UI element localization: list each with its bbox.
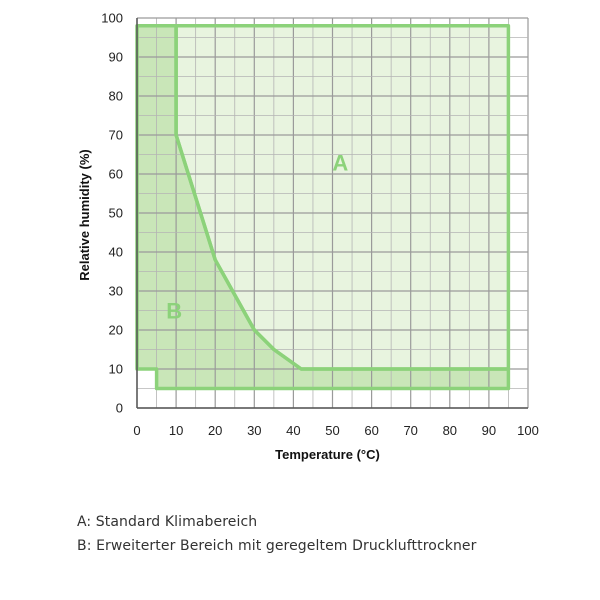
region-b-outline — [135, 24, 511, 391]
region-label-a: A — [332, 150, 348, 175]
region-label-b: B — [166, 299, 182, 324]
x-tick-label: 70 — [403, 423, 417, 438]
y-tick-label: 90 — [109, 50, 123, 65]
y-tick-label: 40 — [109, 245, 123, 260]
y-axis-label: Relative humidity (%) — [77, 149, 92, 280]
y-tick-label: 50 — [109, 206, 123, 221]
y-tick-label: 20 — [109, 323, 123, 338]
legend-item-a: A: Standard Klimabereich — [77, 514, 258, 530]
legend-item-b: B: Erweiterter Bereich mit geregeltem Dr… — [77, 538, 477, 554]
y-tick-label: 100 — [101, 11, 123, 26]
x-tick-label: 60 — [364, 423, 378, 438]
y-tick-label: 30 — [109, 284, 123, 299]
region-b-fill — [137, 25, 509, 389]
region-a-fill — [176, 25, 509, 370]
x-tick-label: 80 — [443, 423, 457, 438]
x-tick-label: 10 — [169, 423, 183, 438]
x-tick-label: 30 — [247, 423, 261, 438]
y-tick-label: 60 — [109, 167, 123, 182]
y-tick-label: 0 — [116, 401, 123, 416]
y-tick-label: 80 — [109, 89, 123, 104]
y-tick-label: 10 — [109, 362, 123, 377]
x-tick-label: 0 — [133, 423, 140, 438]
x-tick-label: 90 — [482, 423, 496, 438]
x-axis-label: Temperature (°C) — [275, 447, 380, 462]
y-tick-label: 70 — [109, 128, 123, 143]
x-tick-label: 40 — [286, 423, 300, 438]
x-tick-label: 20 — [208, 423, 222, 438]
x-tick-label: 50 — [325, 423, 339, 438]
x-tick-label: 100 — [517, 423, 539, 438]
